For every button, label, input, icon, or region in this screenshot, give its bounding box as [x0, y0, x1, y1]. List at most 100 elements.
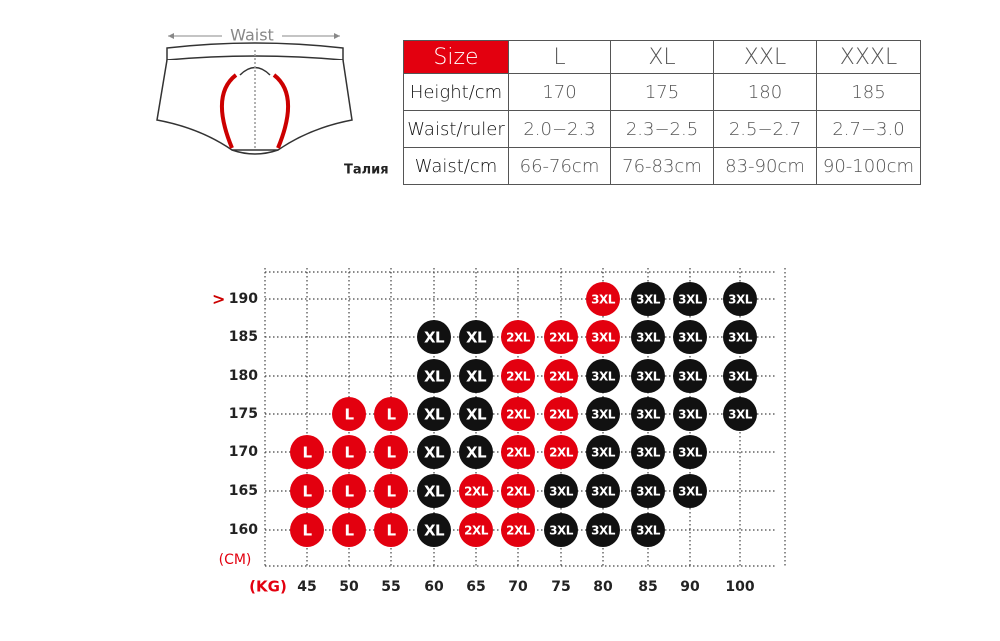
- height-label: 170: [229, 444, 258, 460]
- size-dot-label: L: [344, 444, 354, 462]
- size-dot-label: 2XL: [464, 524, 489, 538]
- size-dot-label: XL: [466, 444, 487, 462]
- size-dot-label: 2XL: [549, 446, 574, 460]
- size-dot: [332, 397, 366, 431]
- size-dot: [631, 513, 665, 547]
- size-dot-label: 3XL: [678, 408, 703, 422]
- size-dot-label: 2XL: [549, 408, 574, 422]
- size-dot-label: 3XL: [636, 408, 661, 422]
- size-dot: [544, 359, 578, 393]
- size-dot: [544, 513, 578, 547]
- weight-label: 85: [638, 579, 657, 595]
- size-dot-label: L: [386, 444, 396, 462]
- height-label: 160: [229, 522, 258, 538]
- size-dot: [501, 397, 535, 431]
- size-dot-label: 3XL: [591, 485, 616, 499]
- size-dot: [586, 435, 620, 469]
- size-dot: [459, 359, 493, 393]
- size-dot-label: 3XL: [636, 293, 661, 307]
- waist-label: Waist: [230, 26, 274, 45]
- size-dot: [501, 513, 535, 547]
- size-dot-label: 3XL: [591, 370, 616, 384]
- table-cell: 185: [816, 73, 921, 111]
- size-dot: [459, 513, 493, 547]
- size-dot-label: L: [386, 522, 396, 540]
- size-dot: [586, 474, 620, 508]
- weight-label: 45: [297, 579, 316, 595]
- size-dot: [501, 474, 535, 508]
- table-cell: L: [508, 40, 611, 74]
- weight-label: 75: [551, 579, 570, 595]
- size-dot: [332, 435, 366, 469]
- size-dot: [544, 397, 578, 431]
- size-table: Size L XL XXL XXXL Height/cm 170 175 180 185 Waist…: [403, 40, 921, 185]
- table-cell: XL: [610, 40, 714, 74]
- size-dot-label: L: [302, 483, 312, 501]
- height-label: 175: [229, 406, 258, 422]
- height-label: 190: [229, 291, 258, 307]
- size-dot-label: 2XL: [549, 370, 574, 384]
- size-dot: [544, 435, 578, 469]
- table-cell: 83-90cm: [713, 147, 817, 185]
- size-dot: [631, 282, 665, 316]
- size-dot-label: 2XL: [506, 331, 531, 345]
- size-dot: [631, 320, 665, 354]
- size-dot: [673, 435, 707, 469]
- size-dot: [417, 474, 451, 508]
- size-dot-label: L: [344, 522, 354, 540]
- weight-label: 70: [508, 579, 528, 595]
- size-dot: [501, 359, 535, 393]
- size-dot: [290, 513, 324, 547]
- table-cell: XXL: [713, 40, 817, 74]
- size-dot: [374, 397, 408, 431]
- size-dot: [501, 435, 535, 469]
- size-dot: [459, 435, 493, 469]
- weight-label: 50: [339, 579, 359, 595]
- brief-drawing: [156, 33, 353, 155]
- size-dot-label: L: [302, 522, 312, 540]
- size-dot: [501, 320, 535, 354]
- size-dot: [290, 474, 324, 508]
- table-cell: 90-100cm: [816, 147, 921, 185]
- size-dot: [673, 397, 707, 431]
- size-dot: [374, 474, 408, 508]
- size-dot-label: L: [344, 483, 354, 501]
- size-dot: [459, 320, 493, 354]
- weight-label: 55: [381, 579, 400, 595]
- size-dot: [544, 320, 578, 354]
- size-grid: > (CM) (KG) 190 185 180 175 170 165 160 45 50 55 60 65…: [212, 268, 786, 596]
- table-cell: XXXL: [816, 40, 921, 74]
- size-dot: [459, 474, 493, 508]
- table-cell: Waist/ruler: [403, 110, 509, 148]
- table-row: Waist/ruler 2.0−2.3 2.3−2.5 2.5−2.7 2.7−3.0: [403, 110, 921, 148]
- size-dot-label: XL: [466, 368, 487, 386]
- table-row: Size L XL XXL XXXL: [403, 40, 921, 74]
- size-dot: [673, 474, 707, 508]
- size-dot: [723, 359, 757, 393]
- weight-label: 60: [424, 579, 444, 595]
- size-dot-label: XL: [466, 406, 487, 424]
- size-dot-label: 2XL: [506, 524, 531, 538]
- size-dot-label: 3XL: [728, 331, 753, 345]
- size-dot: [417, 435, 451, 469]
- size-dot: [673, 359, 707, 393]
- size-dot-label: 3XL: [636, 485, 661, 499]
- size-dot-label: 3XL: [636, 370, 661, 384]
- size-dot-label: 3XL: [728, 408, 753, 422]
- size-dot-label: XL: [424, 329, 445, 347]
- size-dot-label: 3XL: [549, 485, 574, 499]
- size-dot: [417, 320, 451, 354]
- height-label: 185: [229, 329, 258, 345]
- size-dot: [673, 320, 707, 354]
- table-cell: 180: [713, 73, 817, 111]
- size-dot-label: 3XL: [678, 293, 703, 307]
- table-cell: Height/cm: [403, 73, 509, 111]
- marker: >: [212, 290, 225, 309]
- size-dot: [631, 435, 665, 469]
- y-unit: (CM): [219, 552, 252, 568]
- size-dot: [586, 513, 620, 547]
- size-dot-label: XL: [424, 406, 445, 424]
- size-dot: [631, 359, 665, 393]
